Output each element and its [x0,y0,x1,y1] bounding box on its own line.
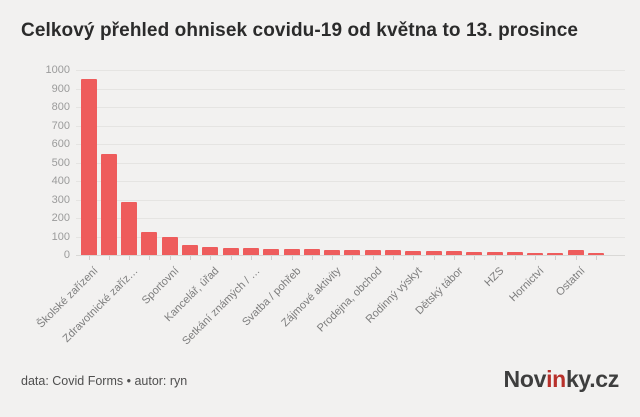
x-axis-label: Setkání známých / … [179,265,263,348]
gridline [76,144,625,145]
y-axis-label: 300 [51,193,70,206]
bar [80,79,97,255]
x-axis-tick [453,256,455,260]
x-axis-tick [413,256,415,260]
bar [161,237,178,255]
y-axis-label: 200 [51,212,70,224]
bar [344,249,361,255]
logo-part-accent: in [546,366,566,392]
bar [121,202,138,255]
bar [100,154,117,255]
bar [182,245,198,255]
x-axis-tick [332,256,334,260]
x-axis-tick [88,256,90,260]
y-axis-label: 500 [51,156,70,169]
x-axis-tick [108,256,110,260]
x-axis-tick [596,256,597,260]
x-axis-tick [291,256,293,260]
y-axis-label: 900 [51,82,70,95]
gridline [76,162,625,164]
x-axis-tick [230,256,232,260]
y-axis-label: 0 [63,249,70,261]
logo-part-1: Nov [503,366,547,392]
x-axis-tick [535,256,537,260]
bar [567,249,584,255]
novinky-logo[interactable]: Novinky.cz [503,366,620,393]
x-axis-tick [352,256,354,260]
y-axis-label: 100 [51,230,70,243]
gridline [76,199,625,201]
x-axis-tick [129,256,131,260]
x-axis-tick [190,256,191,260]
bar [263,248,280,255]
bar-chart: 0 100 200 300 400 500 600 700 800 900 1000 Školské … [0,60,640,365]
x-axis-label: Ostatní [553,265,588,299]
x-axis-tick [372,256,374,260]
bar [486,252,503,255]
bar [283,249,300,255]
x-axis-label: Sportovní [139,265,182,307]
chart-title: Celkový přehled ohnisek covidu-19 od kvě… [21,20,579,41]
bar [527,252,544,255]
gridline [76,70,625,71]
gridline [76,181,625,182]
bar [506,252,523,255]
x-axis-tick [210,256,212,260]
y-axis-label: 1000 [45,64,70,76]
x-axis-tick [555,256,557,260]
bar [588,253,604,255]
bar [141,231,158,255]
bar [222,247,239,255]
x-axis-tick [474,256,476,260]
gridline [76,125,625,127]
bar [324,249,341,255]
data-credit: data: Covid Forms • autor: ryn [21,374,188,388]
x-axis-tick [494,256,496,260]
y-axis-label: 600 [51,138,70,150]
gridline [76,255,625,256]
x-axis-tick [149,256,151,260]
x-axis-label: Zdravotnické zaříz… [60,265,141,345]
bar [303,249,320,255]
x-axis-tick [311,256,313,260]
bar [547,252,564,255]
x-axis-tick [433,256,435,260]
bar [385,250,401,255]
plot-area: 0 100 200 300 400 500 600 700 800 900 1000 Školské … [0,60,640,365]
x-axis-tick [271,256,273,260]
bar [466,251,483,255]
x-axis-tick [575,256,577,260]
x-axis-tick [169,256,171,260]
bar [445,251,462,255]
logo-part-3: ky.cz [565,366,619,392]
gridline [76,236,625,238]
bar [202,247,219,255]
x-axis-tick [514,256,516,260]
x-axis-label: HZS [481,265,506,290]
gridline [76,88,625,90]
x-axis-tick [250,256,252,260]
gridline [76,107,625,108]
gridline [76,218,625,219]
bar [242,248,259,255]
bar [425,250,442,255]
x-axis-label: Hornictví [507,265,547,305]
y-axis-label: 700 [51,119,70,132]
bar [364,250,381,255]
y-axis-label: 400 [51,175,70,187]
x-axis-tick [393,256,394,260]
bar [405,250,422,255]
y-axis-label: 800 [51,101,70,113]
